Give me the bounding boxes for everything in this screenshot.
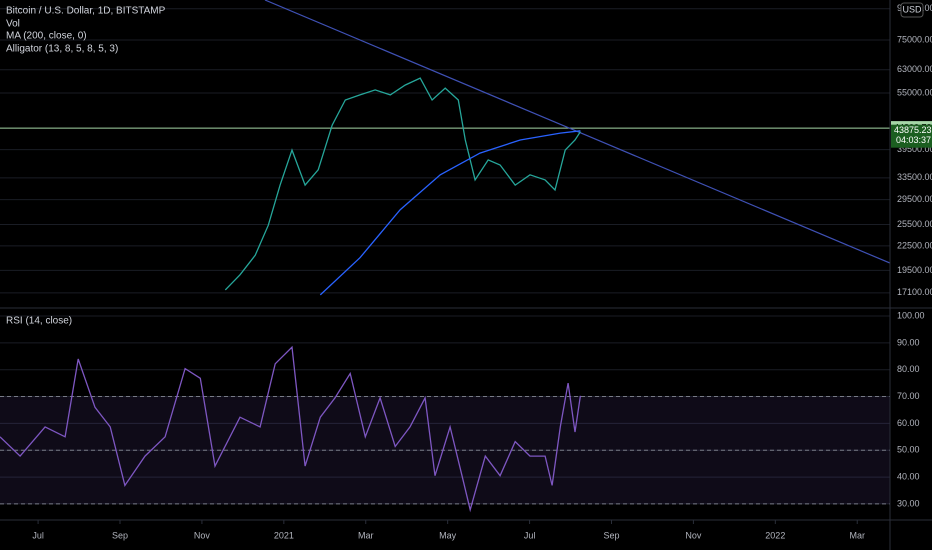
series-line: [319, 130, 581, 296]
y-tick-label: 17100.00: [897, 287, 932, 297]
y-tick-label: 19500.00: [897, 265, 932, 275]
y-tick-label: 90.00: [897, 337, 920, 347]
last-price: 43875.23: [894, 125, 932, 135]
y-tick-label: 40.00: [897, 471, 920, 481]
y-tick-label: 39500.00: [897, 144, 932, 154]
x-tick-label: May: [439, 530, 457, 540]
y-tick-label: 75000.00: [897, 34, 932, 44]
plot-layer: [0, 0, 891, 513]
y-tick-label: 22500.00: [897, 240, 932, 250]
symbol-title: Bitcoin / U.S. Dollar, 1D, BITSTAMP: [6, 6, 166, 17]
countdown: 04:03:37: [896, 135, 931, 145]
y-tick-label: 100.00: [897, 310, 925, 320]
currency: USD: [902, 4, 922, 14]
y-tick-label: 63000.00: [897, 64, 932, 74]
x-tick-label: Jul: [32, 530, 44, 540]
x-tick-label: 2022: [765, 530, 785, 540]
y-tick-label: 80.00: [897, 364, 920, 374]
x-tick-label: Sep: [603, 530, 619, 540]
x-tick-label: Mar: [358, 530, 374, 540]
series-line: [224, 77, 581, 291]
y-tick-label: 50.00: [897, 445, 920, 455]
ma-legend: MA (200, close, 0): [6, 31, 87, 42]
rsi-legend: RSI (14, close): [6, 316, 72, 327]
x-tick-label: Jul: [524, 530, 536, 540]
last-price-badge: [891, 124, 932, 148]
currency-badge: [900, 2, 924, 18]
x-tick-label: 2021: [274, 530, 294, 540]
x-tick-label: Nov: [685, 530, 702, 540]
x-tick-label: Mar: [849, 530, 865, 540]
y-tick-label: 30.00: [897, 498, 920, 508]
y-tick-label: 25500.00: [897, 219, 932, 229]
x-tick-label: Sep: [112, 530, 128, 540]
series-line: [0, 345, 582, 513]
y-tick-label: 33500.00: [897, 172, 932, 182]
y-tick-label: 29500.00: [897, 194, 932, 204]
x-tick-label: Nov: [194, 530, 211, 540]
vol-legend: Vol: [6, 19, 20, 30]
y-tick-label: 60.00: [897, 418, 920, 428]
alligator-legend: Alligator (13, 8, 5, 8, 5, 3): [6, 44, 118, 55]
y-tick-label: 55000.00: [897, 87, 932, 97]
y-tick-label: 70.00: [897, 391, 920, 401]
